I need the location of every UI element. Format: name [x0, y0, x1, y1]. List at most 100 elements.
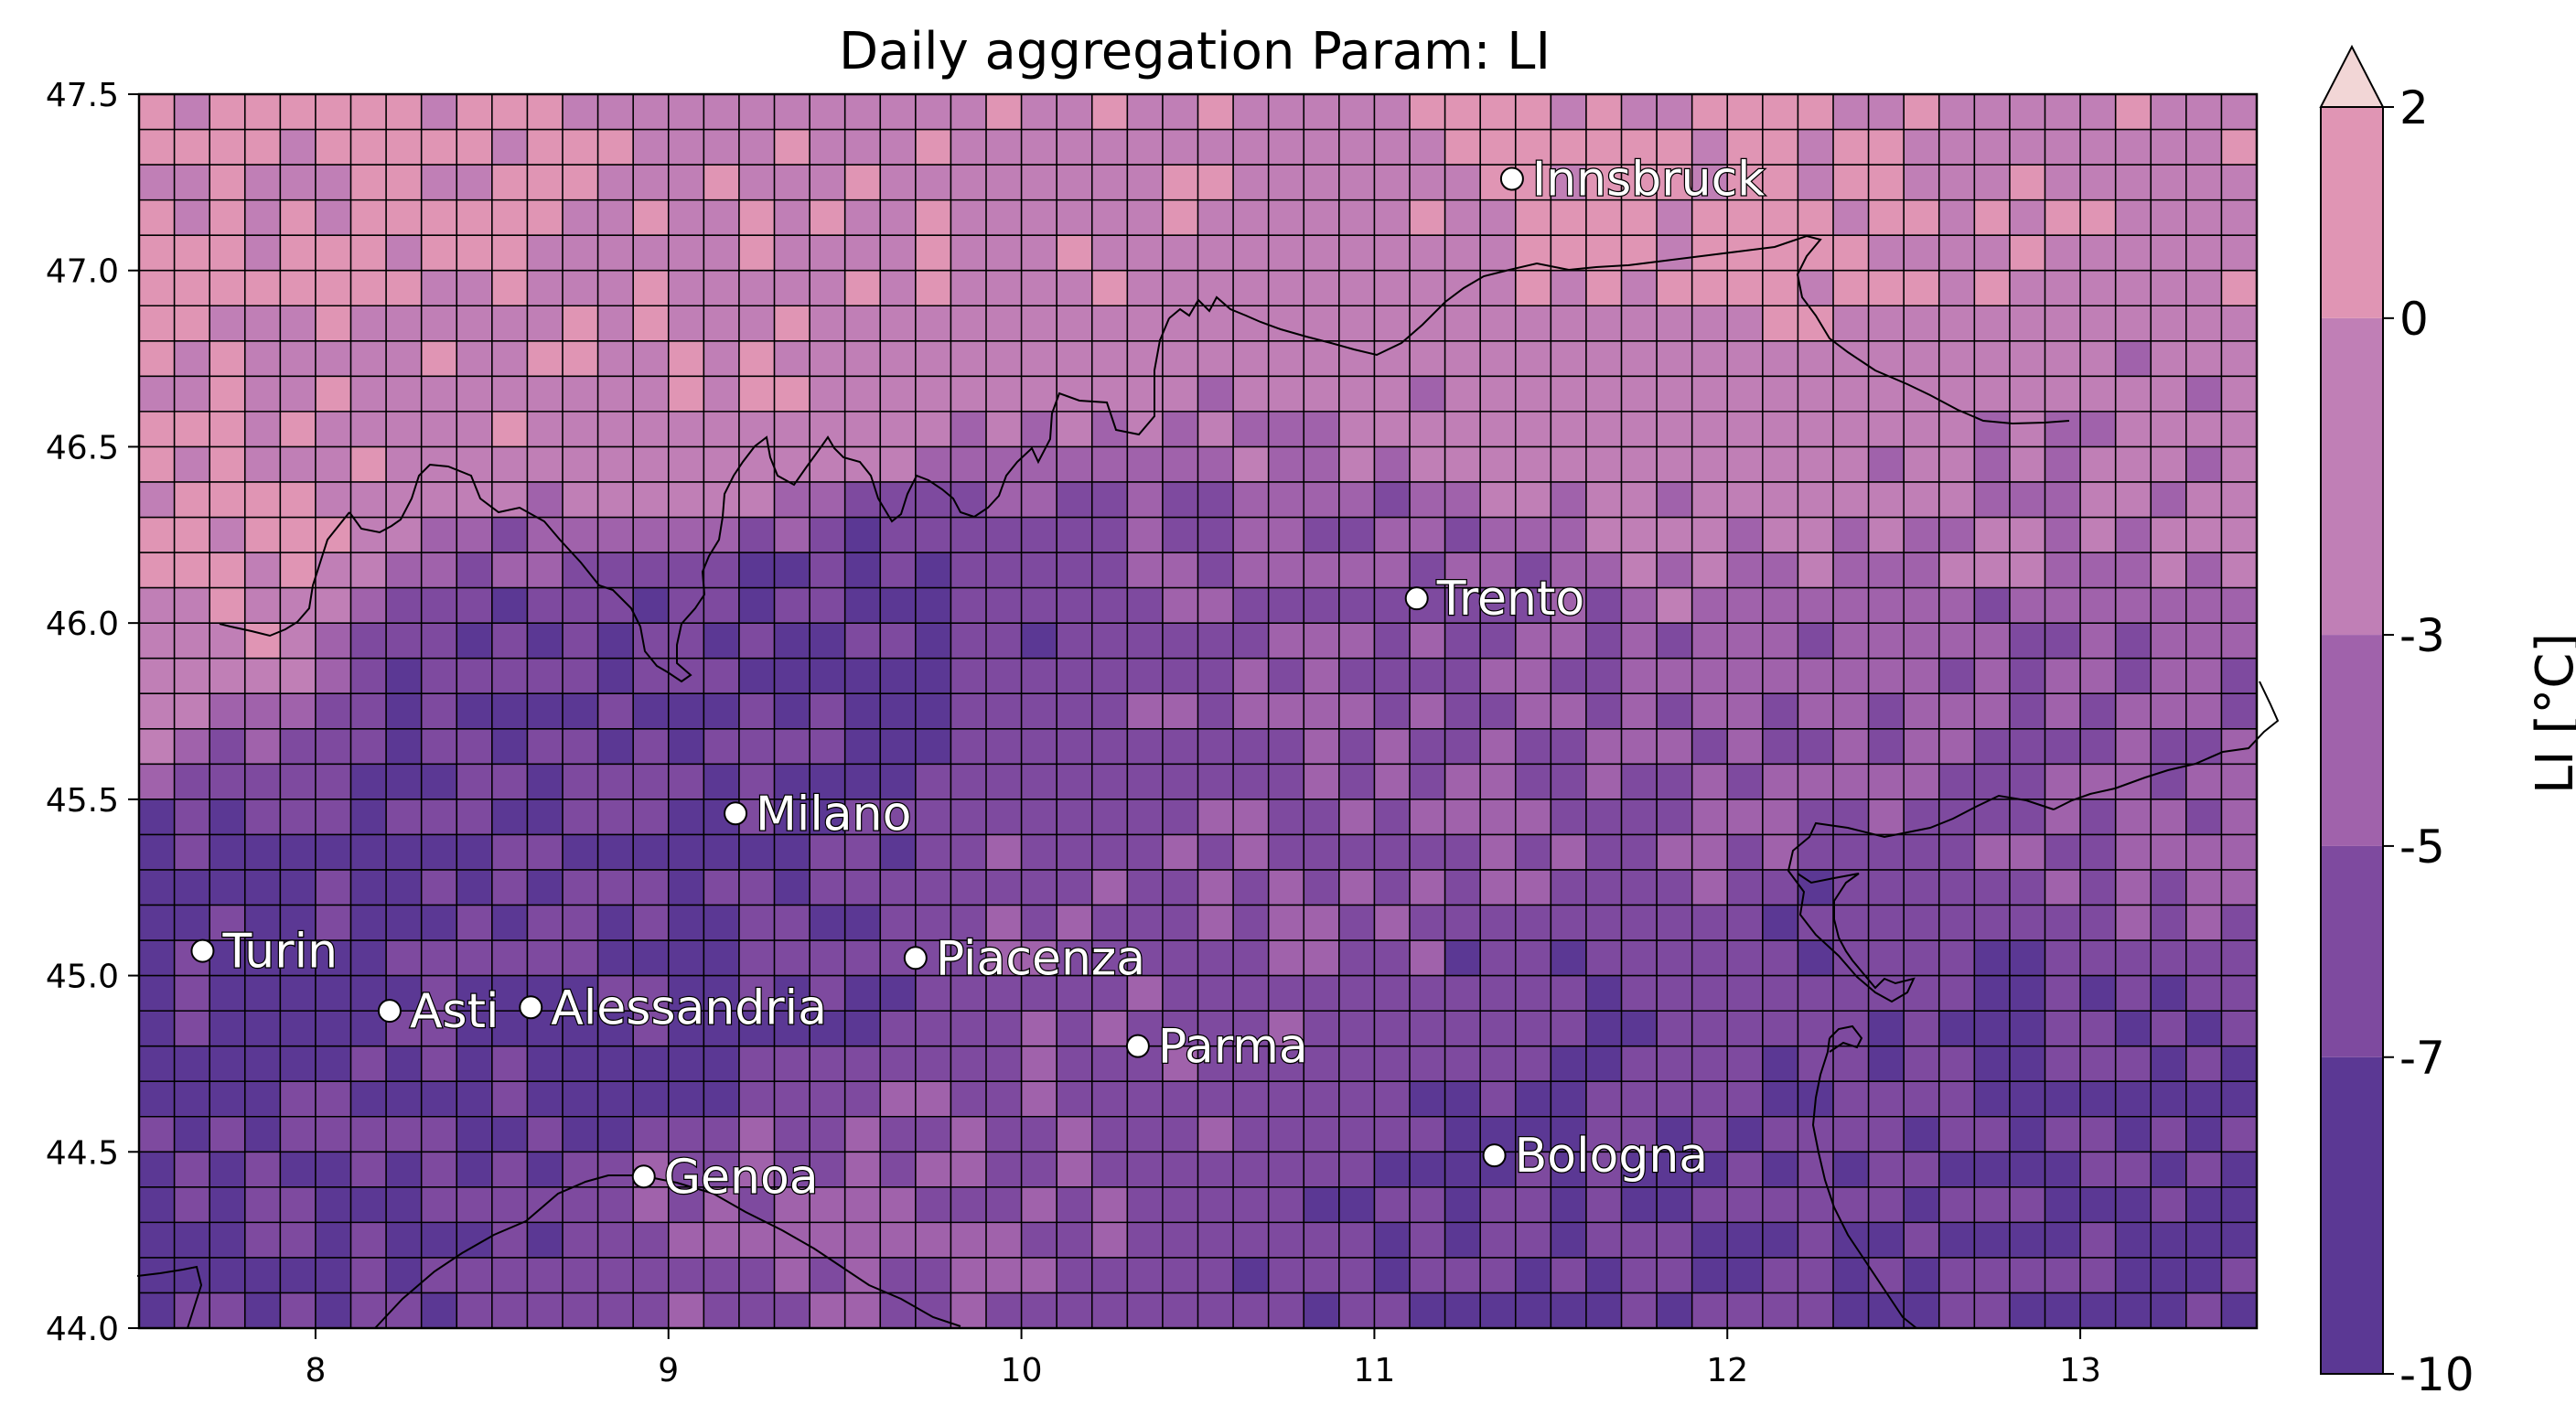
- grid-cell: [351, 446, 387, 482]
- grid-cell: [1586, 341, 1622, 377]
- grid-cell: [456, 1046, 492, 1082]
- grid-cell: [1233, 94, 1269, 130]
- grid-cell: [1163, 588, 1198, 624]
- grid-cell: [2010, 94, 2045, 130]
- grid-cell: [1127, 341, 1163, 377]
- grid-cell: [1480, 341, 1516, 377]
- grid-cell: [1869, 659, 1905, 694]
- grid-cell: [1127, 1117, 1163, 1153]
- grid-cell: [880, 588, 916, 624]
- grid-cell: [1833, 1292, 1869, 1328]
- grid-cell: [739, 940, 775, 976]
- grid-cell: [1551, 764, 1586, 799]
- grid-cell: [2186, 271, 2222, 306]
- city-piacenza: Piacenza: [905, 931, 1145, 986]
- grid-cell: [1763, 482, 1798, 518]
- grid-cell: [2080, 271, 2116, 306]
- grid-cell: [2186, 200, 2222, 236]
- grid-cell: [139, 94, 175, 130]
- grid-cell: [739, 905, 775, 940]
- grid-cell: [916, 623, 951, 659]
- grid-cell: [1022, 729, 1057, 765]
- grid-cell: [775, 376, 810, 412]
- grid-cell: [633, 518, 669, 553]
- grid-cell: [1057, 412, 1092, 447]
- grid-cell: [1410, 870, 1445, 906]
- grid-cell: [1269, 552, 1304, 588]
- grid-cell: [950, 552, 986, 588]
- grid-cell: [1057, 552, 1092, 588]
- grid-cell: [1022, 1187, 1057, 1223]
- grid-cell: [245, 1011, 281, 1046]
- grid-cell: [245, 623, 281, 659]
- grid-cell: [1163, 94, 1198, 130]
- grid-cell: [1869, 729, 1905, 765]
- grid-cell: [456, 165, 492, 200]
- grid-cell: [1904, 1046, 1939, 1082]
- grid-cell: [810, 518, 845, 553]
- grid-cell: [1304, 1011, 1339, 1046]
- grid-cell: [2116, 729, 2152, 765]
- grid-cell: [422, 341, 457, 377]
- grid-cell: [563, 1117, 598, 1153]
- grid-cell: [175, 376, 210, 412]
- grid-cell: [2151, 693, 2186, 729]
- grid-cell: [1374, 729, 1410, 765]
- grid-cell: [1022, 271, 1057, 306]
- grid-cell: [2221, 94, 2257, 130]
- grid-cell: [1904, 976, 1939, 1012]
- grid-cell: [1974, 1152, 2010, 1187]
- grid-cell: [2010, 518, 2045, 553]
- grid-cell: [775, 165, 810, 200]
- grid-cell: [1904, 588, 1939, 624]
- grid-cell: [810, 165, 845, 200]
- grid-cell: [1904, 482, 1939, 518]
- grid-cell: [986, 623, 1022, 659]
- grid-cell: [1869, 834, 1905, 870]
- grid-cell: [1269, 940, 1304, 976]
- grid-cell: [1057, 834, 1092, 870]
- grid-cell: [1269, 623, 1304, 659]
- grid-cell: [422, 1046, 457, 1082]
- grid-cell: [1163, 729, 1198, 765]
- grid-cell: [880, 94, 916, 130]
- grid-cell: [669, 518, 704, 553]
- grid-cell: [1904, 412, 1939, 447]
- grid-cell: [1798, 1258, 1833, 1293]
- y-tick-label: 46.5: [46, 429, 119, 466]
- grid-cell: [1374, 1046, 1410, 1082]
- grid-cell: [775, 341, 810, 377]
- grid-cell: [1622, 341, 1658, 377]
- grid-cell: [1304, 1117, 1339, 1153]
- grid-cell: [2186, 659, 2222, 694]
- grid-cell: [351, 940, 387, 976]
- grid-cell: [422, 271, 457, 306]
- grid-cell: [1763, 693, 1798, 729]
- grid-cell: [386, 446, 422, 482]
- grid-cell: [280, 271, 316, 306]
- grid-cell: [1198, 834, 1234, 870]
- grid-cell: [422, 130, 457, 166]
- grid-cell: [1374, 94, 1410, 130]
- grid-cell: [1269, 799, 1304, 835]
- grid-cell: [1163, 446, 1198, 482]
- grid-cell: [986, 94, 1022, 130]
- grid-cell: [351, 94, 387, 130]
- grid-cell: [880, 235, 916, 271]
- grid-cell: [845, 905, 881, 940]
- grid-cell: [1374, 940, 1410, 976]
- grid-cell: [845, 200, 881, 236]
- grid-cell: [1445, 1258, 1481, 1293]
- grid-cell: [633, 446, 669, 482]
- grid-cell: [386, 1187, 422, 1223]
- grid-cell: [1233, 1152, 1269, 1187]
- grid-cell: [2045, 306, 2081, 341]
- grid-cell: [280, 1292, 316, 1328]
- grid-cell: [492, 1187, 528, 1223]
- grid-cell: [2221, 376, 2257, 412]
- grid-cell: [386, 165, 422, 200]
- grid-cell: [1833, 1258, 1869, 1293]
- grid-cell: [175, 1258, 210, 1293]
- city-label: Piacenza: [936, 931, 1145, 986]
- grid-cell: [1445, 834, 1481, 870]
